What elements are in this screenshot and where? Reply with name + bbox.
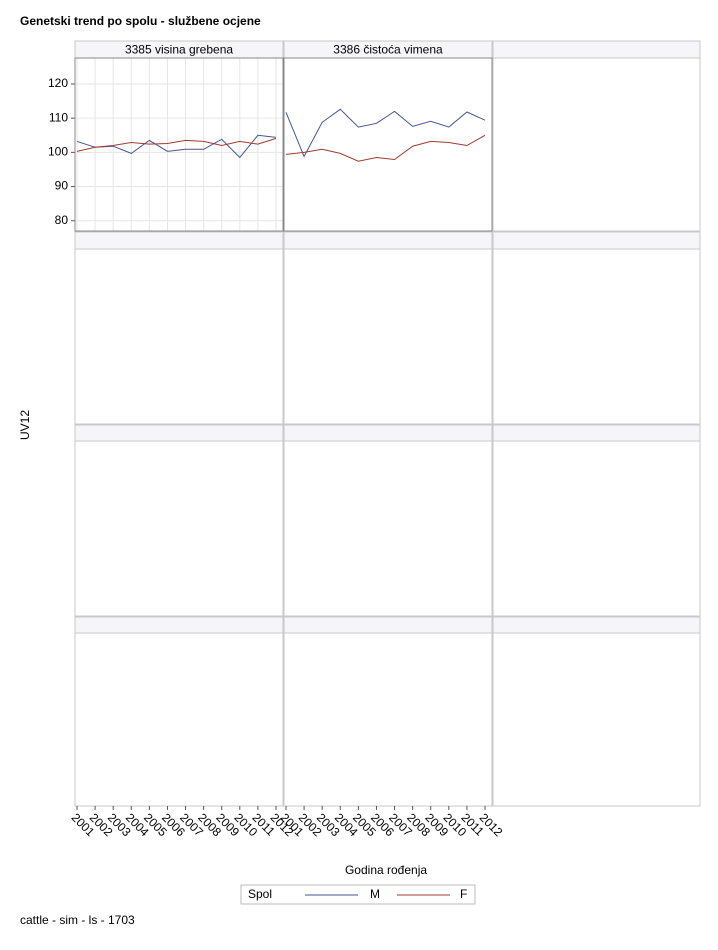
legend-label: F [460, 887, 467, 901]
y-axis-label: UV12 [18, 410, 32, 440]
panel [283, 248, 493, 425]
panel [492, 57, 701, 232]
legend-title: Spol [248, 887, 272, 901]
y-tick-label: 120 [48, 76, 68, 90]
footnote: cattle - sim - ls - 1703 [20, 913, 135, 927]
panel-title: 3386 čistoća vimena [333, 43, 443, 57]
panel [492, 248, 701, 425]
x-axis-label: Godina rođenja [345, 863, 427, 877]
panel-header [492, 424, 701, 442]
y-tick-label: 100 [48, 145, 68, 159]
legend-label: M [370, 887, 380, 901]
panel-header [283, 424, 493, 442]
panel [283, 632, 493, 807]
plot-frame [283, 57, 493, 232]
panel-header [283, 616, 493, 634]
panel [283, 440, 493, 617]
panel-header [492, 231, 701, 250]
series-line [76, 137, 277, 152]
panel-header [492, 40, 701, 59]
plot-frame [74, 57, 284, 232]
y-tick-label: 90 [55, 179, 69, 193]
panel [74, 440, 284, 617]
series-line [285, 108, 486, 158]
series-line [285, 134, 486, 162]
panel [74, 248, 284, 425]
y-tick-label: 80 [55, 213, 69, 227]
panel-title: 3385 visina grebena [125, 43, 233, 57]
chart-title: Genetski trend po spolu - službene ocjen… [20, 14, 261, 28]
panel [492, 440, 701, 617]
panel [492, 632, 701, 807]
panel-header [492, 616, 701, 634]
panel-header [74, 231, 284, 250]
panel-header [74, 424, 284, 442]
series-line [76, 134, 277, 159]
panel-header [74, 616, 284, 634]
y-tick-label: 110 [49, 110, 68, 124]
panel [74, 632, 284, 807]
panel-header [283, 231, 493, 250]
